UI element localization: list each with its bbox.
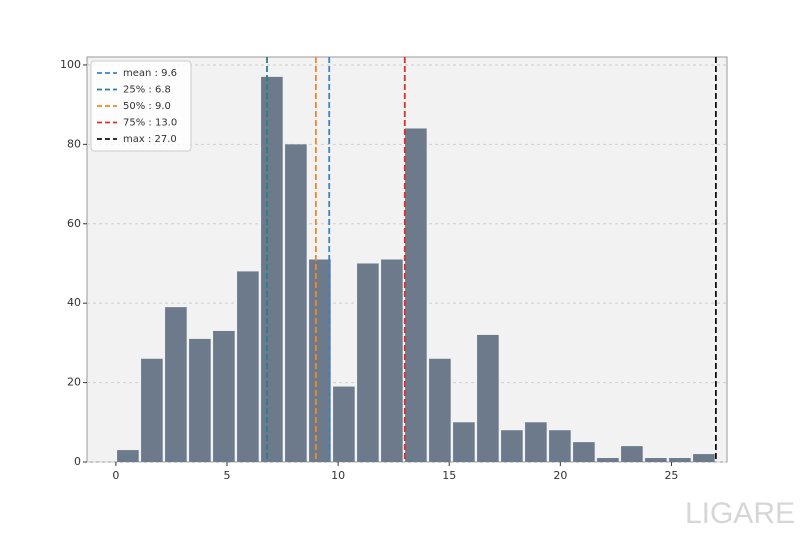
bar [477,334,499,462]
bar [333,386,355,462]
y-tick-label: 100 [60,58,81,71]
bar [285,144,307,462]
bar [645,458,667,462]
legend-label: 75% : 13.0 [123,118,177,129]
bar [381,259,403,462]
y-tick-label: 80 [67,137,81,150]
bar [453,422,475,462]
watermark: LIGARE [685,497,795,530]
x-tick-label: 0 [112,469,119,482]
x-tick-label: 25 [664,469,678,482]
bar [309,259,331,462]
y-tick-label: 60 [67,217,81,230]
legend-label: max : 27.0 [123,134,177,145]
legend-box [90,60,192,152]
bar [189,338,211,462]
legend-label: 25% : 6.8 [123,85,171,96]
legend-label: 50% : 9.0 [123,101,171,112]
bar [597,458,619,462]
bar [501,430,523,462]
bar [573,442,595,462]
x-tick-label: 10 [331,469,345,482]
bar [621,446,643,462]
bar [429,358,451,462]
bar [117,450,139,462]
bar [693,454,715,462]
bar [525,422,547,462]
bar [165,307,187,462]
legend-label: mean : 9.6 [123,68,177,79]
bar [357,263,379,462]
y-tick-label: 0 [74,455,81,468]
x-tick-label: 5 [224,469,231,482]
y-tick-label: 40 [67,296,81,309]
bar [549,430,571,462]
bar [405,128,427,462]
bar [237,271,259,462]
bar [669,458,691,462]
y-tick-label: 20 [67,376,81,389]
x-tick-label: 15 [442,469,456,482]
bar [213,330,235,462]
bar [141,358,163,462]
x-tick-label: 20 [553,469,567,482]
bar [261,76,283,463]
